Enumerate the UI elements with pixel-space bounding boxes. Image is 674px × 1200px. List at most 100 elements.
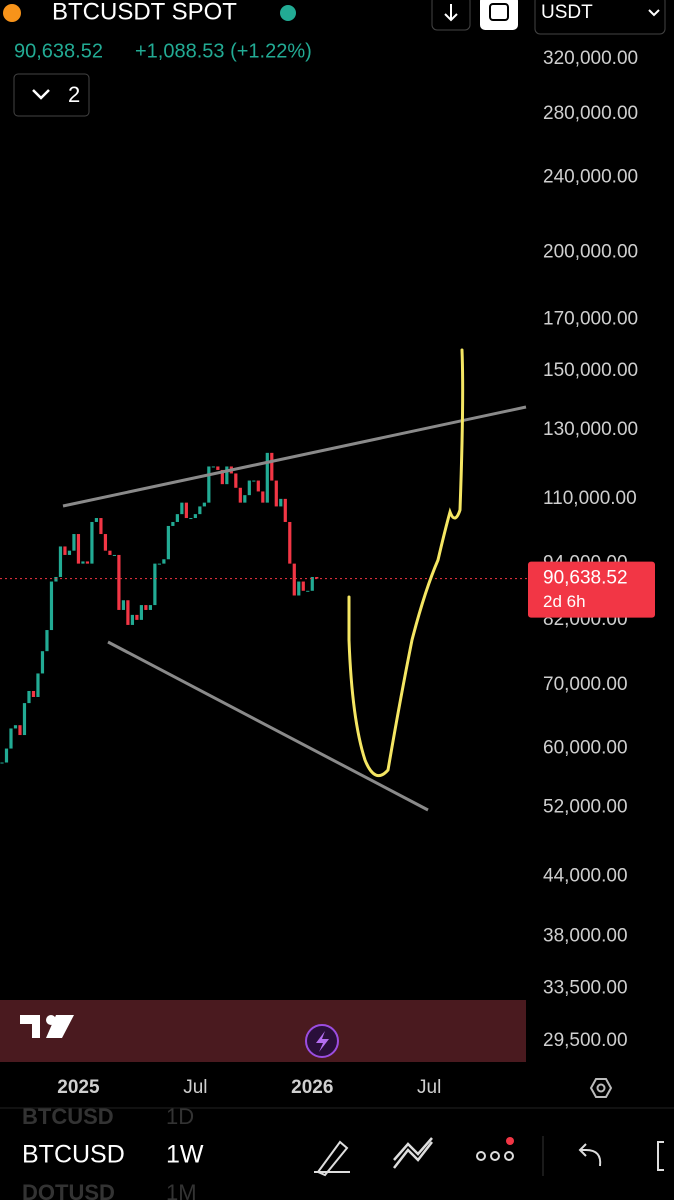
y-tick-label: 33,500.00 [543,978,628,999]
y-tick-label: 150,000.00 [543,360,638,381]
settings-button[interactable] [589,1078,613,1098]
candle-body [31,690,36,697]
symbol-option[interactable]: BTCUSD [22,1104,114,1129]
coin-icon [3,4,21,22]
candle-body [130,614,135,625]
more-button[interactable] [476,1151,514,1161]
candle-body [139,605,143,620]
candle-body [148,605,152,610]
candle-body [67,550,72,555]
price: 90,638.52 [14,40,103,62]
y-tick-label: 70,000.00 [543,674,628,695]
candle-body [279,498,283,507]
candle-body [72,534,76,551]
logo [20,1015,74,1038]
settings-icon [589,1078,613,1098]
symbol[interactable]: BTCUSDT SPOT [52,0,237,25]
candle-body [292,563,296,596]
indicator-toggle[interactable] [13,73,90,117]
interval-selected[interactable]: 1W [166,1141,204,1169]
candle-body [121,600,126,610]
fullscreen-icon [489,3,509,21]
candle-body [252,480,256,482]
candle-body [247,480,251,496]
status-dot [280,5,296,21]
candle-body [40,651,45,674]
candle-body [85,561,90,564]
y-tick-label: 110,000.00 [543,488,637,509]
chevron [32,89,50,100]
candle-body [18,725,22,736]
lightning-icon [316,1031,329,1052]
currency: USDT [541,2,593,23]
y-tick-label: 170,000.00 [543,309,638,330]
x-tick-label: Jul [183,1077,207,1098]
candle-body [297,581,301,596]
settings-icon [596,1083,606,1093]
y-tick-label: 29,500.00 [543,1030,628,1051]
candle-body [175,514,179,522]
candle-body [301,581,305,591]
notification-dot [506,1137,514,1145]
candle-body [310,576,314,591]
candle-body [198,506,202,515]
interval-option[interactable]: 1D [166,1104,194,1129]
last-price-label: 90,638.52 [543,568,628,589]
candle-body [117,554,121,610]
y-tick-label: 320,000.00 [543,48,638,69]
candle-body [283,498,287,522]
candle-body [0,762,4,764]
interval-option[interactable]: 1M [166,1180,197,1200]
y-tick-label: 44,000.00 [543,865,628,886]
candle-body [315,576,319,579]
candle-body [153,563,157,606]
candle-body [63,546,67,555]
trend-tool[interactable] [393,1137,433,1169]
candle-body [243,495,247,503]
candle-body [157,563,161,565]
countdown: 2d 6h [543,592,586,611]
candle-body [189,518,193,520]
candle-body [171,521,175,526]
candle-body [180,502,184,515]
y-tick-label: 60,000.00 [543,738,628,759]
candle-body [81,561,85,564]
candle-body [144,605,148,610]
indicator-count: 2 [68,82,80,107]
x-tick-label: Jul [417,1077,441,1098]
y-tick-label: 38,000.00 [543,926,628,947]
trend-line [62,405,527,508]
candle-body [76,534,81,564]
candle-body [99,518,103,535]
candle-body [94,518,99,522]
candle-body [4,748,9,763]
symbol-selected[interactable]: BTCUSD [22,1141,125,1169]
undo-button[interactable] [578,1143,602,1167]
candle-body [27,690,31,704]
symbol-option[interactable]: DOTUSD [22,1180,115,1200]
candle-body [49,581,54,631]
candle-body [135,614,139,620]
candle-body [103,534,108,551]
candle-body [274,480,278,507]
y-tick-label: 240,000.00 [543,167,638,188]
candle-body [261,491,265,503]
banner [0,1000,526,1062]
download-button[interactable] [431,0,471,31]
candle-body [112,554,117,556]
currency-select[interactable] [534,0,666,35]
candle-body [256,480,260,492]
candle-body [126,600,130,625]
candle-body [58,546,63,577]
x-tick-label: 2025 [57,1077,100,1098]
candle-body [184,502,188,519]
candle-body [13,725,18,729]
last-price-box [528,561,655,618]
edge-button[interactable] [657,1141,664,1171]
candle-body [265,452,269,503]
freehand-drawing [347,348,465,778]
candle-body [270,452,274,481]
draw-tool[interactable] [314,1140,350,1177]
